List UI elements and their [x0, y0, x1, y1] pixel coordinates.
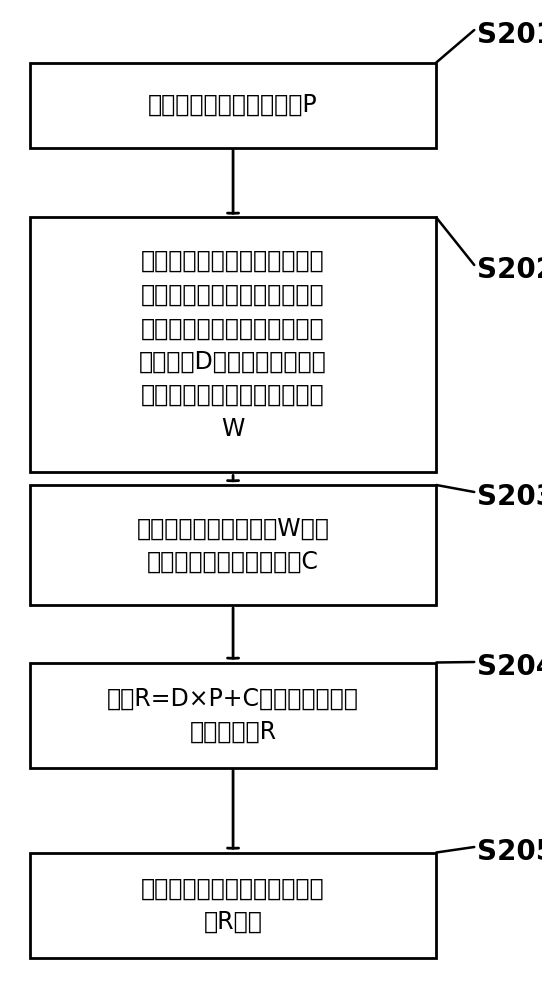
- Text: 根据室外风机标准风量W，确
定室外风机的转速补偿值C: 根据室外风机标准风量W，确 定室外风机的转速补偿值C: [137, 516, 330, 574]
- Text: 计算R=D×P+C，获得室外风机
的目标转速R: 计算R=D×P+C，获得室外风机 的目标转速R: [107, 686, 359, 744]
- Bar: [30, 217, 436, 472]
- Text: S203: S203: [477, 483, 542, 511]
- Text: S202: S202: [477, 256, 542, 284]
- Bar: [30, 485, 436, 605]
- Text: S201: S201: [477, 21, 542, 49]
- Text: 控制室外风机按照所述目标转
速R运行: 控制室外风机按照所述目标转 速R运行: [141, 876, 325, 934]
- Bar: [30, 663, 436, 768]
- Text: S204: S204: [477, 653, 542, 681]
- Text: 空调器获取压缩机系统参数和
室外风机系统参数；其中，所
述压缩机系统参数包括压缩机
标准排量D；所述室外风机系
统参数包括室外风机标准风量
W: 空调器获取压缩机系统参数和 室外风机系统参数；其中，所 述压缩机系统参数包括压缩…: [139, 249, 327, 441]
- Text: S205: S205: [477, 838, 542, 866]
- Bar: [30, 62, 436, 147]
- Bar: [30, 852, 436, 958]
- Text: 确定压缩机实时运行频率P: 确定压缩机实时运行频率P: [149, 93, 318, 117]
